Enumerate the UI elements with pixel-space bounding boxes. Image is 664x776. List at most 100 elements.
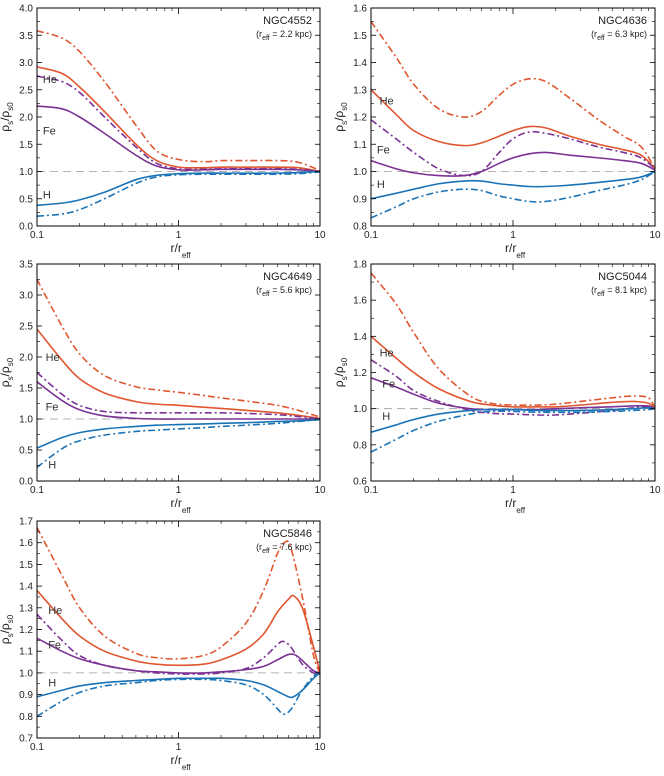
y-axis-label-slash: /ρ (0, 623, 12, 633)
x-axis-label: r/reff (505, 241, 526, 260)
y-axis-label-bsub: s0 (6, 614, 15, 623)
series-fe-dashdot (36, 371, 321, 420)
series-fe-solid (36, 105, 321, 173)
y-tick-label: 0.8 (353, 222, 367, 233)
y-tick-label: 4.0 (19, 4, 33, 15)
y-axis-label-asub: s (6, 121, 15, 125)
x-tick-label: 1 (176, 230, 182, 241)
x-tick-label: 1 (176, 742, 182, 753)
subtitle-post: = 6.3 kpc) (605, 29, 647, 39)
subtitle-pre: (r (591, 285, 597, 295)
series-h-dashdot (370, 407, 656, 453)
x-axis-label-sub: eff (182, 506, 192, 515)
y-axis-label-a: ρ (0, 125, 12, 132)
element-label-he: He (380, 348, 394, 360)
subtitle-sub: eff (597, 35, 605, 42)
y-tick-label: 0.7 (19, 734, 33, 745)
y-tick-label: 1.1 (19, 647, 33, 658)
x-axis-label-main: r/r (505, 496, 516, 510)
y-tick-label: 1.3 (19, 603, 33, 614)
y-tick-label: 1.5 (19, 560, 33, 571)
element-label-h: H (48, 678, 56, 690)
y-tick-label: 3.5 (19, 260, 33, 271)
series-fe-dashdot (36, 613, 321, 675)
y-tick-label: 1.6 (353, 4, 367, 15)
subtitle-pre: (r (591, 29, 597, 39)
y-axis-label: ρs/ρs0 (0, 102, 15, 132)
subtitle-sub: eff (262, 548, 270, 555)
panel-ngc4552: 0.00.51.01.52.02.53.03.54.00.1110r/reffρ… (0, 4, 326, 261)
panel-ngc4636: 0.80.91.01.11.21.31.41.51.60.1 1 10r/reffρ… (332, 4, 661, 261)
subtitle-post: = 5.6 kpc) (270, 285, 312, 295)
x-axis-label-main: r/r (171, 241, 182, 255)
y-axis-label: ρs/ρs0 (0, 614, 15, 644)
y-tick-label: 1.7 (19, 517, 33, 528)
series-fe-solid (36, 381, 320, 420)
x-tick-label: 10 (314, 742, 326, 753)
series-he-solid (36, 328, 321, 420)
element-label-h: H (43, 189, 51, 201)
panel-title: NGC4649 (263, 271, 312, 283)
x-tick-label: 0.1 (30, 742, 44, 753)
plot-frame (36, 263, 321, 482)
y-tick-label: 0.8 (19, 712, 33, 723)
series-he-dashdot (36, 279, 321, 418)
panel-ngc5044: 0.60.81.01.21.41.61.80.1 1 10r/reffρs/ρs0N… (332, 260, 661, 516)
panel-subtitle: (reff = 8.1 kpc) (591, 285, 647, 298)
y-tick-label: 0.5 (19, 446, 33, 457)
y-tick-label: 0.5 (19, 194, 33, 205)
y-tick-label: 0.8 (353, 440, 367, 451)
y-tick-label: 1.0 (19, 167, 33, 178)
y-tick-label: 1.2 (19, 625, 33, 636)
element-label-fe: Fe (48, 640, 61, 652)
y-tick-label: 2.5 (19, 85, 33, 96)
series-h-solid (370, 170, 656, 200)
y-tick-label: 1.4 (19, 582, 33, 593)
y-axis-label-a: ρ (0, 637, 12, 644)
x-axis-label: r/reff (171, 496, 192, 515)
subtitle-sub: eff (262, 35, 270, 42)
series-h-dashdot (36, 418, 321, 469)
x-tick-label: 0.1 (30, 485, 44, 496)
y-tick-label: 0.9 (353, 194, 367, 205)
y-tick-label: 1.3 (353, 85, 367, 96)
element-label-fe: Fe (46, 402, 59, 414)
x-tick-label: 0.1 (364, 230, 378, 241)
series-h-solid (370, 406, 656, 433)
y-tick-label: 1.2 (353, 113, 367, 124)
panel-subtitle: (reff = 6.3 kpc) (591, 29, 647, 42)
y-axis-label-asub: s (340, 376, 349, 380)
series-fe-solid (370, 151, 656, 177)
series-fe-dashdot (36, 75, 321, 173)
element-label-h: H (377, 179, 385, 191)
y-axis-label-bsub: s0 (6, 102, 15, 111)
y-axis-label-bsub: s0 (6, 357, 15, 366)
series-he-solid (370, 89, 656, 170)
series-fe-dashdot (370, 119, 656, 177)
series-he-solid (370, 335, 656, 410)
y-tick-label: 1.8 (353, 260, 367, 271)
y-axis-label-slash: /ρ (0, 111, 12, 121)
panel-title: NGC5846 (263, 528, 312, 540)
y-axis-label-slash: /ρ (0, 366, 12, 376)
y-tick-label: 1.6 (353, 296, 367, 307)
panel-ngc5846: 0.7 0.8 0.9 1.0 1.1 1.2 1.3 1.4 1.5 1.6 1.7 0.1 1 10 r… (0, 517, 326, 773)
element-label-fe: Fe (43, 126, 56, 138)
series-h-solid (36, 672, 321, 699)
x-axis-label-sub: eff (182, 251, 192, 260)
x-axis-label: r/reff (171, 241, 192, 260)
y-tick-label: 2.0 (19, 113, 33, 124)
x-axis-label-main: r/r (505, 241, 516, 255)
series-he-dashdot (36, 30, 321, 172)
series-he-solid (36, 589, 321, 674)
series-h-solid (36, 418, 321, 449)
element-label-he: He (46, 352, 60, 364)
y-axis-label-a: ρ (332, 125, 346, 132)
element-label-h: H (382, 411, 390, 423)
y-axis-label-asub: s (6, 633, 15, 637)
y-tick-label: 1.4 (353, 58, 367, 69)
y-axis-label-slash: /ρ (332, 366, 346, 376)
series-fe-solid (370, 377, 656, 411)
series-h-dashdot (36, 171, 321, 217)
panel-ngc4649: 0.00.51.01.52.02.53.03.50.1110r/reffρs/ρ… (0, 260, 326, 516)
